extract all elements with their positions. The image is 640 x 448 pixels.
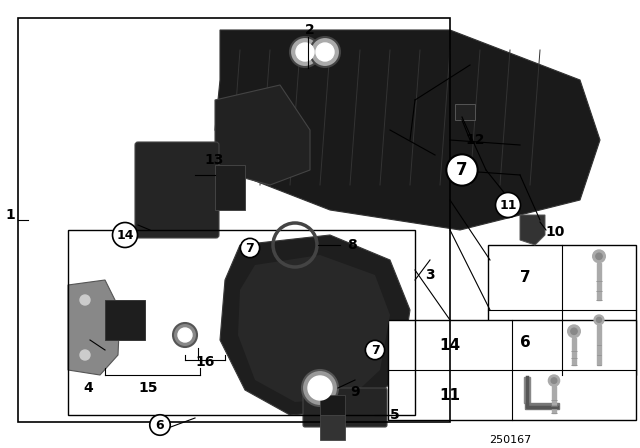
Bar xyxy=(320,395,345,415)
Circle shape xyxy=(178,328,192,342)
Circle shape xyxy=(296,43,314,61)
Text: 4: 4 xyxy=(83,381,93,395)
Text: 12: 12 xyxy=(465,133,484,147)
Bar xyxy=(572,338,576,365)
Text: 7: 7 xyxy=(520,270,531,285)
Circle shape xyxy=(173,323,197,347)
Polygon shape xyxy=(68,280,120,375)
Bar xyxy=(388,320,636,420)
Bar xyxy=(105,300,145,340)
Text: 10: 10 xyxy=(545,225,564,239)
Text: 9: 9 xyxy=(350,385,360,399)
Circle shape xyxy=(593,250,605,263)
Circle shape xyxy=(308,376,332,400)
Polygon shape xyxy=(215,30,600,230)
Text: 3: 3 xyxy=(425,268,435,282)
Circle shape xyxy=(316,43,334,61)
Polygon shape xyxy=(220,235,410,415)
Circle shape xyxy=(548,375,559,386)
Text: 14: 14 xyxy=(440,337,461,353)
Circle shape xyxy=(596,318,602,323)
Text: 5: 5 xyxy=(390,408,400,422)
Text: 6: 6 xyxy=(156,418,164,431)
Circle shape xyxy=(568,325,580,338)
Polygon shape xyxy=(520,215,545,245)
Bar xyxy=(552,386,556,413)
Polygon shape xyxy=(215,85,310,185)
Text: 8: 8 xyxy=(347,238,357,252)
FancyBboxPatch shape xyxy=(135,142,219,238)
Polygon shape xyxy=(238,255,390,402)
Text: 16: 16 xyxy=(195,355,214,369)
Text: 250167: 250167 xyxy=(489,435,531,445)
Bar xyxy=(68,230,415,415)
Text: 11: 11 xyxy=(440,388,461,402)
Circle shape xyxy=(596,253,602,259)
Text: 15: 15 xyxy=(138,381,157,395)
Bar xyxy=(18,18,450,422)
Text: 2: 2 xyxy=(305,23,315,37)
Circle shape xyxy=(594,315,604,325)
Bar xyxy=(320,415,345,440)
Text: 7: 7 xyxy=(456,161,468,179)
Text: 7: 7 xyxy=(246,241,254,254)
Circle shape xyxy=(290,37,320,67)
Circle shape xyxy=(571,328,577,335)
Text: 6: 6 xyxy=(520,335,531,350)
Polygon shape xyxy=(524,377,530,403)
Text: 13: 13 xyxy=(204,153,224,167)
Circle shape xyxy=(80,350,90,360)
Circle shape xyxy=(551,378,557,383)
Text: 11: 11 xyxy=(499,198,516,211)
Text: 7: 7 xyxy=(371,344,380,357)
Circle shape xyxy=(80,295,90,305)
Bar xyxy=(215,165,245,210)
Bar xyxy=(597,325,601,365)
Circle shape xyxy=(302,370,338,406)
Text: 1: 1 xyxy=(5,208,15,222)
FancyBboxPatch shape xyxy=(303,388,387,427)
Bar xyxy=(488,245,636,375)
Polygon shape xyxy=(525,403,559,409)
Bar xyxy=(596,263,601,300)
Circle shape xyxy=(310,37,340,67)
Bar xyxy=(455,104,475,120)
Text: 14: 14 xyxy=(116,228,134,241)
